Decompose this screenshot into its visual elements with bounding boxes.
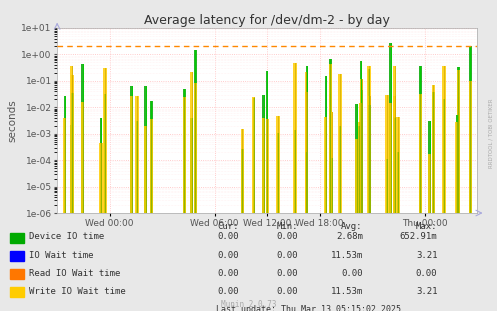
Text: Max:: Max: [416, 222, 437, 231]
Title: Average latency for /dev/dm-2 - by day: Average latency for /dev/dm-2 - by day [144, 14, 390, 27]
Text: 0.00: 0.00 [277, 233, 298, 241]
Text: 11.53m: 11.53m [331, 251, 363, 259]
Text: 0.00: 0.00 [341, 269, 363, 277]
Text: Last update: Thu Mar 13 05:15:02 2025: Last update: Thu Mar 13 05:15:02 2025 [216, 305, 401, 311]
Text: Cur:: Cur: [217, 222, 239, 231]
Text: 0.00: 0.00 [217, 287, 239, 295]
Text: Min:: Min: [277, 222, 298, 231]
Text: 0.00: 0.00 [277, 287, 298, 295]
Text: 0.00: 0.00 [217, 251, 239, 259]
Text: Munin 2.0.73: Munin 2.0.73 [221, 300, 276, 309]
Text: 0.00: 0.00 [217, 269, 239, 277]
Text: 3.21: 3.21 [416, 251, 437, 259]
Text: 2.68m: 2.68m [336, 233, 363, 241]
Text: 652.91m: 652.91m [400, 233, 437, 241]
Text: 0.00: 0.00 [277, 269, 298, 277]
Text: 0.00: 0.00 [217, 233, 239, 241]
Text: RRDTOOL / TOBI OETIKER: RRDTOOL / TOBI OETIKER [489, 99, 494, 169]
Text: 0.00: 0.00 [416, 269, 437, 277]
Text: 0.00: 0.00 [277, 251, 298, 259]
Text: IO Wait time: IO Wait time [29, 251, 93, 259]
Text: 3.21: 3.21 [416, 287, 437, 295]
Text: Write IO Wait time: Write IO Wait time [29, 287, 126, 295]
Text: 11.53m: 11.53m [331, 287, 363, 295]
Text: Avg:: Avg: [341, 222, 363, 231]
Y-axis label: seconds: seconds [7, 99, 17, 142]
Text: Device IO time: Device IO time [29, 233, 104, 241]
Text: Read IO Wait time: Read IO Wait time [29, 269, 120, 277]
